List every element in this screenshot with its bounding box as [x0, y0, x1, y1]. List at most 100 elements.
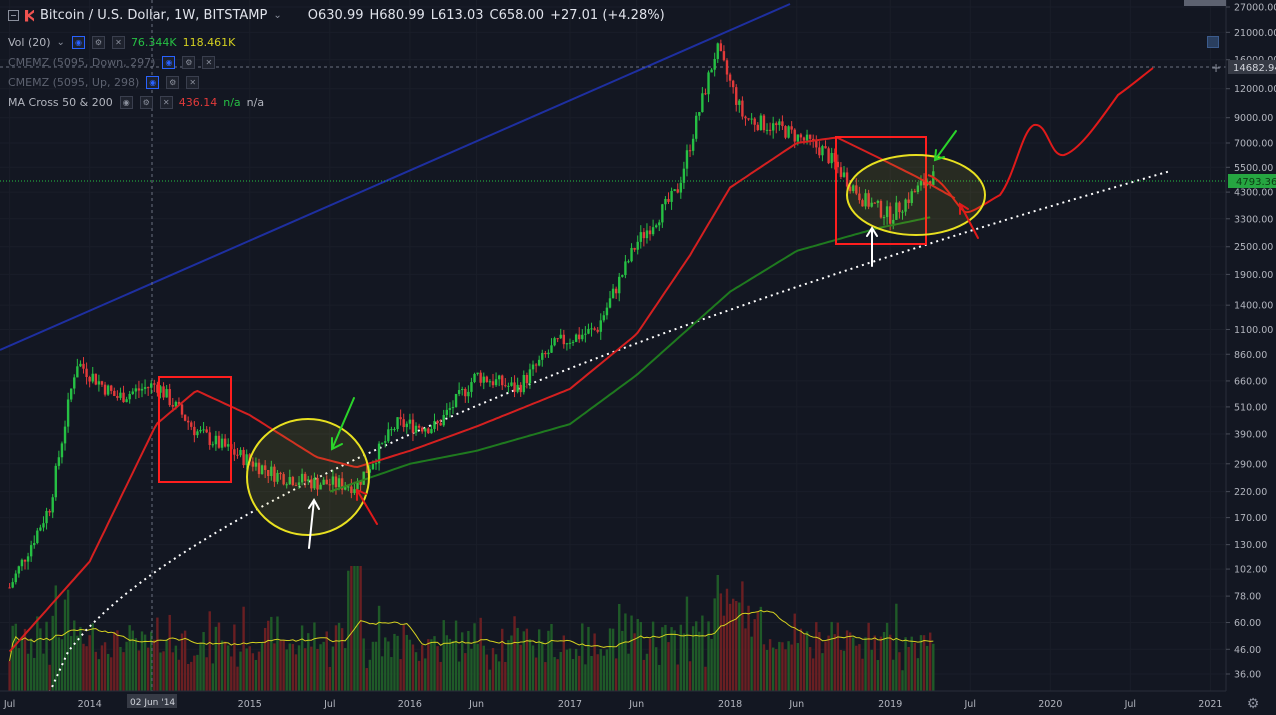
screenshot-icon[interactable] — [1207, 36, 1219, 48]
candle-body — [904, 199, 907, 212]
volume-bar — [156, 617, 159, 691]
candle-body — [63, 426, 67, 444]
candle-body — [193, 426, 196, 436]
chevron-down-icon[interactable]: ⌄ — [273, 10, 282, 21]
volume-bar — [420, 644, 424, 691]
candle-body — [239, 449, 242, 456]
candle-body — [424, 428, 427, 432]
eye-icon[interactable]: ◉ — [71, 36, 85, 49]
price-axis[interactable]: 27000.0021000.0016000.0012000.009000.007… — [1211, 0, 1276, 691]
volume-bar — [547, 630, 550, 691]
volume-bar — [488, 669, 492, 691]
gear-icon[interactable]: ⚙ — [166, 76, 180, 89]
close-icon[interactable]: ✕ — [111, 36, 125, 49]
candle-body — [245, 454, 248, 466]
candle-body — [29, 545, 33, 557]
candle-body — [454, 393, 458, 408]
chart-pane[interactable] — [0, 0, 1226, 691]
close-icon[interactable]: ✕ — [159, 96, 173, 109]
price-tick-label: 12000.00 — [1234, 84, 1276, 95]
settings-gear-icon[interactable]: ⚙ — [1246, 696, 1260, 712]
eye-icon[interactable]: ◉ — [146, 76, 160, 89]
candle-body — [519, 384, 522, 393]
gear-icon[interactable]: ⚙ — [139, 96, 153, 109]
candle-body — [710, 69, 713, 73]
candle-body — [895, 202, 898, 220]
candle-body — [596, 329, 599, 332]
volume-bar — [525, 628, 529, 691]
volume-bar — [11, 625, 14, 691]
ohlc-open: O630.99 — [307, 8, 364, 23]
volume-bar — [473, 623, 476, 691]
legend-cmemz-down[interactable]: CMEMZ (5095, Down, 297) ◉ ⚙ ✕ — [8, 56, 216, 69]
volume-bar — [337, 622, 341, 691]
volume-bar — [454, 620, 458, 691]
volume-bar — [467, 630, 470, 691]
legend-volume[interactable]: Vol (20) ⌄ ◉ ⚙ ✕ 76.344K 118.461K — [8, 36, 235, 49]
candle-body — [131, 391, 134, 394]
candle-body — [85, 368, 88, 377]
candle-body — [242, 449, 245, 466]
chevron-down-icon[interactable]: ⌄ — [56, 37, 65, 48]
candle-body — [461, 388, 464, 391]
volume-bar — [504, 661, 507, 691]
gear-icon[interactable]: ⚙ — [182, 56, 196, 69]
vol-value-1: 76.344K — [130, 36, 177, 49]
candle-body — [344, 486, 347, 490]
candle-body — [584, 333, 587, 335]
candle-body — [504, 385, 507, 387]
volume-bar — [29, 638, 33, 691]
candle-body — [778, 121, 781, 126]
candle-body — [661, 204, 664, 223]
close-icon[interactable]: ✕ — [202, 56, 216, 69]
candle-body — [673, 189, 676, 191]
candle-body — [488, 381, 492, 383]
candle-body — [51, 497, 54, 513]
candle-body — [544, 352, 547, 355]
close-icon[interactable]: ✕ — [186, 76, 200, 89]
legend-cmemz-up[interactable]: CMEMZ (5095, Up, 298) ◉ ⚙ ✕ — [8, 76, 200, 89]
candle-body — [747, 118, 750, 120]
candle-body — [116, 396, 119, 398]
ma-cross-value-1: 436.14 — [178, 96, 218, 109]
candle-body — [654, 225, 658, 228]
candle-body — [830, 152, 833, 164]
eye-icon[interactable]: ◉ — [162, 56, 176, 69]
volume-bar — [76, 635, 79, 691]
candle-body — [812, 138, 815, 141]
candle-body — [156, 384, 159, 393]
plus-icon[interactable]: + — [1211, 61, 1221, 75]
symbol-title[interactable]: Bitcoin / U.S. Dollar, 1W, BITSTAMP — [40, 8, 268, 23]
candle-body — [768, 129, 772, 131]
candle-body — [420, 427, 424, 432]
volume-bar — [673, 630, 676, 691]
volume-bar — [802, 634, 806, 691]
legend-ma-cross[interactable]: MA Cross 50 & 200 ◉ ⚙ ✕ 436.14 n/a n/a — [8, 96, 264, 109]
price-tick-label: 860.00 — [1234, 350, 1267, 361]
eye-icon[interactable]: ◉ — [119, 96, 133, 109]
candle-body — [457, 390, 461, 394]
legend: Bitcoin / U.S. Dollar, 1W, BITSTAMP ⌄ O6… — [0, 0, 1226, 120]
collapse-icon[interactable] — [8, 10, 19, 21]
gear-icon[interactable]: ⚙ — [91, 36, 105, 49]
volume-bar — [45, 621, 48, 691]
candle-body — [556, 338, 559, 340]
volume-bar — [350, 566, 353, 691]
volume-bar — [750, 636, 753, 691]
price-tick-label: 170.00 — [1234, 513, 1267, 524]
time-tick-label: 2020 — [1038, 699, 1062, 710]
volume-bar — [818, 632, 821, 691]
volume-bar — [380, 656, 384, 691]
volume-bar — [131, 630, 134, 691]
time-axis[interactable]: Jul 2014 2015 Jul 2016 Jun 2017 Jun 2018 Jun 2019 J… — [0, 690, 1226, 715]
volume-bar — [347, 570, 350, 691]
volume-bar — [784, 649, 787, 691]
candle-body — [359, 481, 362, 485]
volume-bar — [248, 646, 251, 691]
candle-body — [365, 471, 368, 473]
candle-body — [110, 385, 113, 391]
ohlc-close: C658.00 — [489, 8, 545, 23]
volume-bar — [833, 634, 836, 691]
volume-bar — [661, 627, 664, 691]
